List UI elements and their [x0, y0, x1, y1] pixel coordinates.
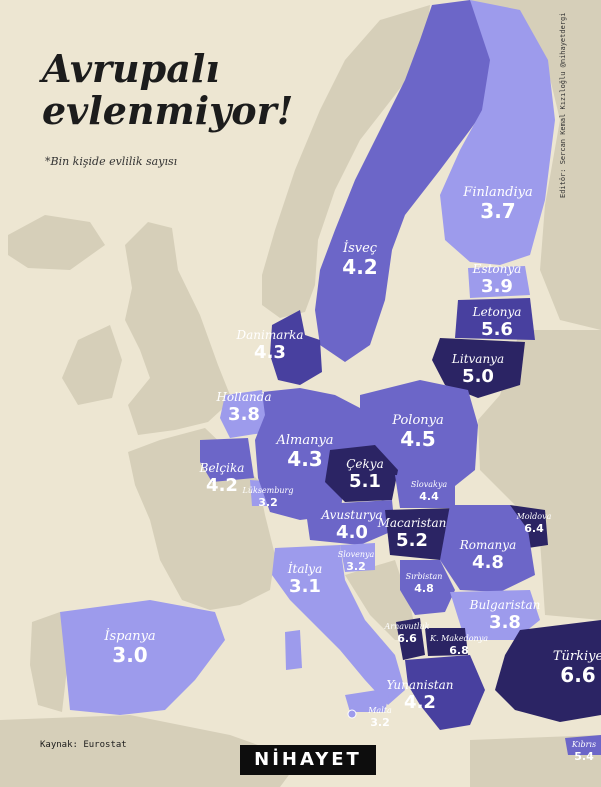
- region-bulgaristan: [450, 590, 540, 640]
- label-macaristan: Macaristan 5.2: [377, 516, 447, 551]
- subtitle: *Bin kişide evlilik sayısı: [45, 155, 178, 168]
- region-estonya: [468, 266, 530, 298]
- title-line1: Avrupalı: [42, 46, 220, 91]
- page-title: Avrupalı evlenmiyor!: [42, 48, 293, 132]
- label-belcika: Belçika 4.2: [199, 461, 245, 496]
- region-slovenya: [340, 543, 375, 572]
- credit-text: Editör: Sercan Kemal Kızıloğlu @nihayetd…: [559, 12, 567, 198]
- label-almanya: Almanya 4.3: [276, 433, 334, 471]
- land-eastern-europe: [478, 330, 601, 620]
- region-sardinya: [285, 630, 302, 670]
- region-turkiye: [495, 620, 601, 722]
- label-romanya: Romanya 4.8: [459, 538, 517, 573]
- region-arnavutluk: [396, 618, 425, 660]
- label-letonya: Letonya 5.6: [472, 305, 522, 340]
- region-finlandiya: [440, 0, 555, 265]
- label-litvanya: Litvanya 5.0: [451, 352, 505, 387]
- label-finlandiya: Finlandiya 3.7: [463, 185, 533, 223]
- region-danimarka: [270, 310, 322, 385]
- region-slovakya: [395, 475, 455, 508]
- land-portugal: [30, 612, 68, 712]
- region-sicilya: [345, 688, 390, 712]
- region-avusturya: [305, 500, 395, 545]
- region-malta: [347, 709, 357, 719]
- title-line2: evlenmiyor!: [42, 88, 294, 133]
- region-kibris: [565, 735, 601, 755]
- region-k-makedonya: [425, 628, 468, 656]
- label-kibris: Kıbrıs 5.4: [571, 740, 597, 763]
- region-romanya: [440, 505, 535, 592]
- region-yunanistan: [405, 655, 485, 730]
- region-hollanda: [220, 390, 268, 438]
- label-turkiye: Türkiye 6.6: [552, 649, 601, 687]
- region-isvec: [315, 0, 495, 362]
- region-letonya: [455, 298, 535, 340]
- label-luksemburg: Lüksemburg 3.2: [242, 486, 294, 509]
- label-hollanda: Hollanda 3.8: [216, 390, 272, 425]
- label-malta: Malta 3.2: [368, 706, 392, 729]
- region-cekya: [325, 445, 398, 502]
- land-balkans: [345, 560, 418, 640]
- label-slovenya: Slovenya 3.2: [337, 550, 375, 573]
- region-italya: [272, 545, 405, 705]
- land-russia-north: [470, 0, 601, 330]
- label-danimarka: Danimarka 4.3: [236, 328, 304, 363]
- label-moldova: Moldova 6.4: [516, 512, 552, 535]
- label-bulgaristan: Bulgaristan 3.8: [469, 598, 541, 633]
- label-cekya: Çekya 5.1: [346, 457, 384, 492]
- land-africa: [0, 715, 300, 787]
- land-norway: [262, 5, 430, 318]
- label-estonya: Estonya 3.9: [472, 262, 522, 297]
- label-italya: İtalya 3.1: [287, 562, 323, 597]
- land-uk: [125, 222, 232, 435]
- region-litvanya: [432, 338, 525, 398]
- label-ispanya: İspanya 3.0: [104, 629, 156, 667]
- label-sirbistan: Sırbistan 4.8: [405, 572, 443, 595]
- label-slovakya: Slovakya 4.4: [410, 480, 448, 503]
- brand-logo: NİHAYET: [240, 745, 376, 775]
- label-polonya: Polonya 4.5: [392, 413, 444, 451]
- label-arnavutluk: Arnavutluk 6.6: [384, 622, 430, 645]
- label-avusturya: Avusturya 4.0: [321, 508, 383, 543]
- region-sirbistan: [400, 560, 455, 615]
- label-isvec: İsveç 4.2: [342, 241, 378, 279]
- region-belcika: [200, 438, 254, 482]
- land-iceland: [8, 215, 105, 270]
- source-text: Kaynak: Eurostat: [40, 740, 127, 750]
- label-yunanistan: Yunanistan 4.2: [386, 678, 454, 713]
- land-ireland: [62, 325, 122, 405]
- region-ispanya: [60, 600, 225, 715]
- label-k-makedonya: K. Makedonya 6.8: [430, 634, 488, 657]
